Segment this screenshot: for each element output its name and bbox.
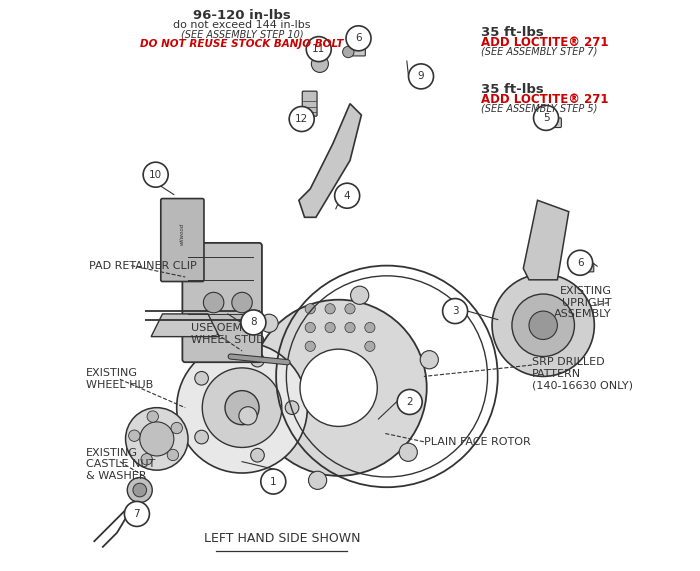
Text: 12: 12: [295, 114, 308, 124]
Text: 96-120 in-lbs: 96-120 in-lbs: [193, 9, 291, 22]
Circle shape: [232, 292, 252, 313]
Circle shape: [570, 262, 581, 274]
Text: 1: 1: [270, 477, 276, 486]
Circle shape: [351, 286, 369, 304]
Circle shape: [289, 107, 314, 131]
Text: SRP DRILLED
PATTERN
(140-16630 ONLY): SRP DRILLED PATTERN (140-16630 ONLY): [532, 357, 633, 390]
Circle shape: [171, 423, 183, 434]
Text: 35 ft-lbs: 35 ft-lbs: [481, 83, 543, 96]
Circle shape: [127, 477, 153, 502]
Circle shape: [305, 304, 315, 314]
Circle shape: [365, 341, 375, 351]
Text: PAD RETAINER CLIP: PAD RETAINER CLIP: [89, 260, 197, 271]
Circle shape: [325, 304, 335, 314]
Text: 35 ft-lbs: 35 ft-lbs: [481, 26, 543, 39]
Circle shape: [306, 37, 331, 62]
Circle shape: [251, 300, 427, 476]
Text: LEFT HAND SIDE SHOWN: LEFT HAND SIDE SHOWN: [204, 532, 360, 545]
Polygon shape: [524, 200, 569, 280]
Circle shape: [195, 430, 209, 444]
Circle shape: [345, 323, 355, 333]
Circle shape: [335, 183, 360, 208]
FancyBboxPatch shape: [302, 91, 317, 116]
Circle shape: [125, 501, 149, 526]
Circle shape: [251, 353, 265, 367]
Circle shape: [285, 401, 299, 415]
Polygon shape: [299, 104, 361, 218]
Circle shape: [325, 323, 335, 333]
Text: wilwood: wilwood: [180, 223, 185, 246]
Text: 5: 5: [542, 113, 550, 123]
FancyBboxPatch shape: [349, 48, 365, 56]
Circle shape: [345, 304, 355, 314]
Circle shape: [397, 389, 422, 415]
Circle shape: [342, 46, 354, 58]
Circle shape: [533, 106, 559, 130]
Circle shape: [442, 299, 468, 324]
Text: PLAIN FACE ROTOR: PLAIN FACE ROTOR: [424, 437, 531, 447]
Text: EXISTING
WHEEL HUB: EXISTING WHEEL HUB: [86, 368, 153, 390]
Text: 3: 3: [452, 306, 458, 316]
Text: (SEE ASSEMBLY STEP 7): (SEE ASSEMBLY STEP 7): [481, 46, 597, 57]
Text: USE OEM
WHEEL STUD: USE OEM WHEEL STUD: [191, 323, 265, 345]
Circle shape: [365, 323, 375, 333]
Circle shape: [261, 469, 286, 494]
Text: 4: 4: [344, 191, 351, 201]
Circle shape: [300, 349, 377, 427]
Text: 2: 2: [407, 397, 413, 407]
Circle shape: [147, 411, 158, 422]
Circle shape: [239, 407, 257, 425]
Circle shape: [529, 311, 557, 340]
Text: 10: 10: [149, 170, 162, 180]
Text: 11: 11: [312, 44, 326, 54]
Circle shape: [305, 341, 315, 351]
Circle shape: [312, 55, 328, 73]
Text: 6: 6: [355, 33, 362, 43]
Circle shape: [420, 351, 438, 369]
Circle shape: [202, 368, 282, 448]
Circle shape: [241, 310, 266, 335]
Text: (SEE ASSEMBLY STEP 10): (SEE ASSEMBLY STEP 10): [181, 29, 303, 39]
Circle shape: [512, 294, 575, 356]
Circle shape: [176, 343, 307, 473]
Text: EXISTING
CASTLE NUT
& WASHER: EXISTING CASTLE NUT & WASHER: [86, 448, 155, 481]
Circle shape: [346, 26, 371, 51]
Text: 8: 8: [250, 317, 257, 327]
Circle shape: [568, 250, 593, 275]
Circle shape: [409, 64, 433, 89]
Circle shape: [125, 408, 188, 470]
Text: 9: 9: [418, 71, 424, 82]
Circle shape: [260, 314, 278, 332]
Circle shape: [141, 453, 153, 465]
Circle shape: [140, 422, 174, 456]
FancyBboxPatch shape: [315, 40, 326, 62]
Text: DO NOT REUSE STOCK BANJO BOLT: DO NOT REUSE STOCK BANJO BOLT: [140, 39, 344, 49]
Circle shape: [251, 448, 265, 462]
Circle shape: [225, 391, 259, 425]
Text: (SEE ASSEMBLY STEP 5): (SEE ASSEMBLY STEP 5): [481, 103, 597, 113]
FancyBboxPatch shape: [161, 199, 204, 282]
FancyBboxPatch shape: [545, 118, 561, 127]
FancyBboxPatch shape: [575, 263, 594, 272]
Circle shape: [195, 372, 209, 385]
Circle shape: [129, 430, 140, 441]
Text: 6: 6: [577, 258, 583, 268]
FancyBboxPatch shape: [183, 243, 262, 362]
Circle shape: [492, 274, 594, 376]
Polygon shape: [151, 314, 219, 337]
Circle shape: [204, 292, 224, 313]
Text: EXISTING
UPRIGHT
ASSEMBLY: EXISTING UPRIGHT ASSEMBLY: [554, 286, 611, 319]
Text: do not exceed 144 in-lbs: do not exceed 144 in-lbs: [174, 20, 311, 30]
Circle shape: [133, 483, 146, 497]
Circle shape: [399, 443, 417, 461]
Text: ADD LOCTITE® 271: ADD LOCTITE® 271: [481, 93, 608, 106]
Circle shape: [309, 471, 327, 489]
Circle shape: [144, 162, 168, 187]
Text: 7: 7: [134, 509, 140, 519]
Circle shape: [305, 323, 315, 333]
Circle shape: [167, 449, 178, 461]
Text: ADD LOCTITE® 271: ADD LOCTITE® 271: [481, 36, 608, 49]
